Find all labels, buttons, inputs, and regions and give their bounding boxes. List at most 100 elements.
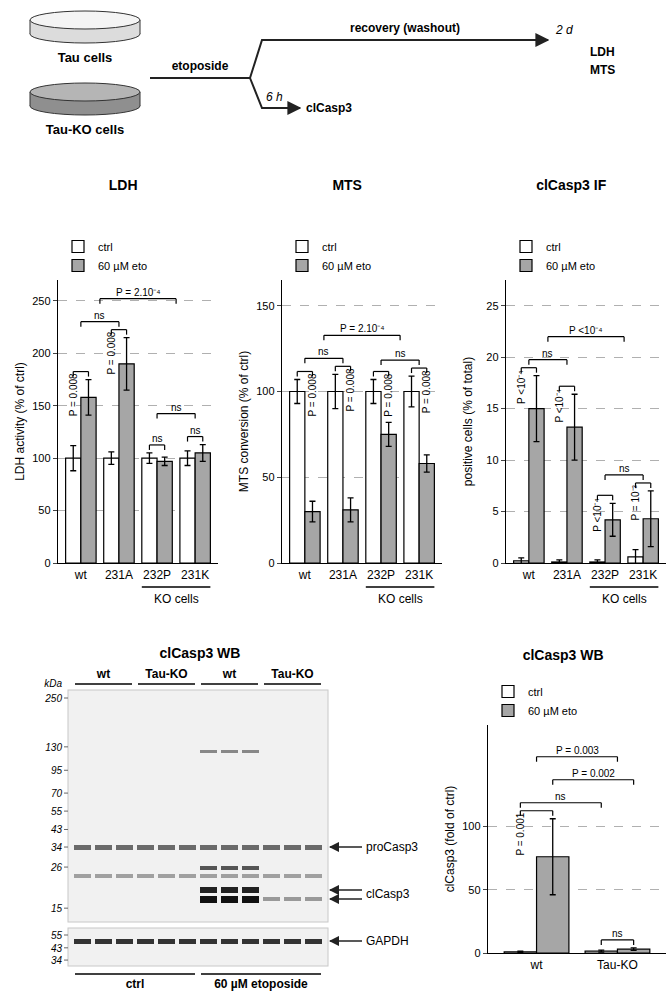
svg-text:LDH: LDH bbox=[109, 177, 138, 193]
svg-text:P = 0.008: P = 0.008 bbox=[68, 373, 79, 416]
svg-text:recovery (washout): recovery (washout) bbox=[350, 21, 460, 35]
svg-text:60 µM eto: 60 µM eto bbox=[322, 260, 371, 272]
svg-text:60 µM eto: 60 µM eto bbox=[98, 260, 147, 272]
svg-text:231K: 231K bbox=[181, 568, 209, 582]
svg-text:ns: ns bbox=[190, 425, 201, 436]
svg-text:clCasp3: clCasp3 bbox=[306, 101, 352, 115]
svg-text:100: 100 bbox=[32, 452, 50, 464]
svg-text:34: 34 bbox=[51, 842, 63, 853]
svg-text:6 h: 6 h bbox=[266, 90, 283, 104]
svg-text:60 µM eto: 60 µM eto bbox=[528, 705, 577, 717]
svg-text:MTS conversion (% of ctrl): MTS conversion (% of ctrl) bbox=[237, 351, 251, 492]
svg-text:KO cells: KO cells bbox=[154, 592, 199, 606]
svg-text:ns: ns bbox=[152, 433, 163, 444]
svg-text:ctrl: ctrl bbox=[322, 241, 337, 253]
svg-text:ns: ns bbox=[94, 310, 105, 321]
svg-text:50: 50 bbox=[38, 504, 50, 516]
svg-text:70: 70 bbox=[51, 788, 63, 799]
svg-text:ctrl: ctrl bbox=[126, 977, 145, 991]
svg-text:25: 25 bbox=[486, 300, 498, 312]
svg-text:P <10⁻⁴: P <10⁻⁴ bbox=[554, 389, 565, 423]
svg-text:150: 150 bbox=[32, 400, 50, 412]
svg-text:wt: wt bbox=[74, 568, 88, 582]
svg-text:55: 55 bbox=[51, 806, 63, 817]
svg-text:0: 0 bbox=[268, 557, 274, 569]
svg-text:0: 0 bbox=[44, 557, 50, 569]
svg-text:P = 0.008: P = 0.008 bbox=[345, 368, 356, 411]
svg-text:10: 10 bbox=[486, 454, 498, 466]
svg-text:P <10⁻⁴: P <10⁻⁴ bbox=[592, 498, 603, 532]
svg-text:0: 0 bbox=[492, 557, 498, 569]
svg-text:positive cells (% of total): positive cells (% of total) bbox=[461, 357, 475, 486]
svg-text:clCasp3 (fold of ctrl): clCasp3 (fold of ctrl) bbox=[443, 786, 457, 893]
svg-text:232P: 232P bbox=[591, 568, 619, 582]
svg-text:clCasp3: clCasp3 bbox=[366, 887, 410, 901]
svg-text:Tau-KO cells: Tau-KO cells bbox=[46, 122, 125, 137]
svg-text:100: 100 bbox=[256, 385, 274, 397]
svg-text:231K: 231K bbox=[629, 568, 657, 582]
svg-text:250: 250 bbox=[32, 295, 50, 307]
svg-text:P = 10⁻³: P = 10⁻³ bbox=[630, 484, 641, 520]
svg-text:clCasp3 IF: clCasp3 IF bbox=[536, 177, 606, 193]
svg-text:Tau-KO: Tau-KO bbox=[271, 667, 313, 681]
svg-text:ns: ns bbox=[171, 402, 182, 413]
svg-text:130: 130 bbox=[45, 742, 62, 753]
svg-text:231K: 231K bbox=[405, 568, 433, 582]
svg-text:15: 15 bbox=[486, 402, 498, 414]
svg-text:ns: ns bbox=[318, 346, 329, 357]
svg-text:43: 43 bbox=[51, 824, 63, 835]
svg-text:231A: 231A bbox=[553, 568, 581, 582]
svg-text:P = 2.10⁻⁴: P = 2.10⁻⁴ bbox=[116, 287, 161, 298]
svg-text:Tau cells: Tau cells bbox=[58, 50, 113, 65]
svg-text:LDH activity (% of ctrl): LDH activity (% of ctrl) bbox=[13, 362, 27, 481]
svg-text:P = 0.001: P = 0.001 bbox=[515, 812, 526, 855]
svg-text:60 µM etoposide: 60 µM etoposide bbox=[214, 977, 308, 991]
svg-text:KO cells: KO cells bbox=[378, 592, 423, 606]
svg-text:wt: wt bbox=[96, 667, 110, 681]
svg-text:55: 55 bbox=[51, 930, 63, 941]
svg-text:231A: 231A bbox=[105, 568, 133, 582]
svg-text:5: 5 bbox=[492, 505, 498, 517]
svg-text:ns: ns bbox=[542, 348, 553, 359]
svg-text:P = 0.008: P = 0.008 bbox=[421, 370, 432, 413]
svg-text:ns: ns bbox=[555, 791, 566, 802]
svg-text:wt: wt bbox=[222, 667, 236, 681]
svg-text:43: 43 bbox=[51, 943, 63, 954]
svg-text:ns: ns bbox=[619, 463, 630, 474]
svg-text:ns: ns bbox=[612, 928, 623, 939]
svg-text:clCasp3 WB: clCasp3 WB bbox=[523, 647, 604, 663]
svg-text:KO cells: KO cells bbox=[602, 592, 647, 606]
svg-text:232P: 232P bbox=[367, 568, 395, 582]
svg-text:100: 100 bbox=[462, 820, 480, 832]
svg-text:60 µM eto: 60 µM eto bbox=[546, 260, 595, 272]
svg-text:GAPDH: GAPDH bbox=[366, 934, 409, 948]
svg-text:26: 26 bbox=[50, 862, 63, 873]
svg-text:P = 0.008: P = 0.008 bbox=[383, 373, 394, 416]
svg-text:231A: 231A bbox=[329, 568, 357, 582]
svg-text:ctrl: ctrl bbox=[528, 686, 543, 698]
svg-text:wt: wt bbox=[522, 568, 536, 582]
svg-text:P = 0.008: P = 0.008 bbox=[106, 331, 117, 374]
svg-text:95: 95 bbox=[51, 765, 63, 776]
svg-text:200: 200 bbox=[32, 347, 50, 359]
svg-text:Tau-KO: Tau-KO bbox=[597, 958, 638, 972]
svg-text:P = 0.008: P = 0.008 bbox=[307, 373, 318, 416]
svg-text:P = 2.10⁻⁴: P = 2.10⁻⁴ bbox=[340, 323, 385, 334]
svg-text:34: 34 bbox=[51, 955, 63, 966]
svg-text:etoposide: etoposide bbox=[172, 59, 229, 73]
svg-text:MTS: MTS bbox=[590, 63, 615, 77]
svg-text:kDa: kDa bbox=[44, 678, 62, 689]
svg-text:150: 150 bbox=[256, 300, 274, 312]
svg-text:250: 250 bbox=[44, 693, 62, 704]
svg-text:15: 15 bbox=[51, 903, 63, 914]
svg-text:wt: wt bbox=[298, 568, 312, 582]
svg-text:2 d: 2 d bbox=[555, 23, 573, 37]
svg-text:P <10⁻⁴: P <10⁻⁴ bbox=[516, 370, 527, 404]
svg-text:20: 20 bbox=[486, 351, 498, 363]
svg-text:MTS: MTS bbox=[332, 177, 362, 193]
svg-text:ctrl: ctrl bbox=[98, 241, 113, 253]
svg-text:ns: ns bbox=[395, 348, 406, 359]
svg-text:50: 50 bbox=[468, 884, 480, 896]
svg-text:wt: wt bbox=[530, 958, 544, 972]
svg-text:clCasp3 WB: clCasp3 WB bbox=[160, 645, 241, 661]
